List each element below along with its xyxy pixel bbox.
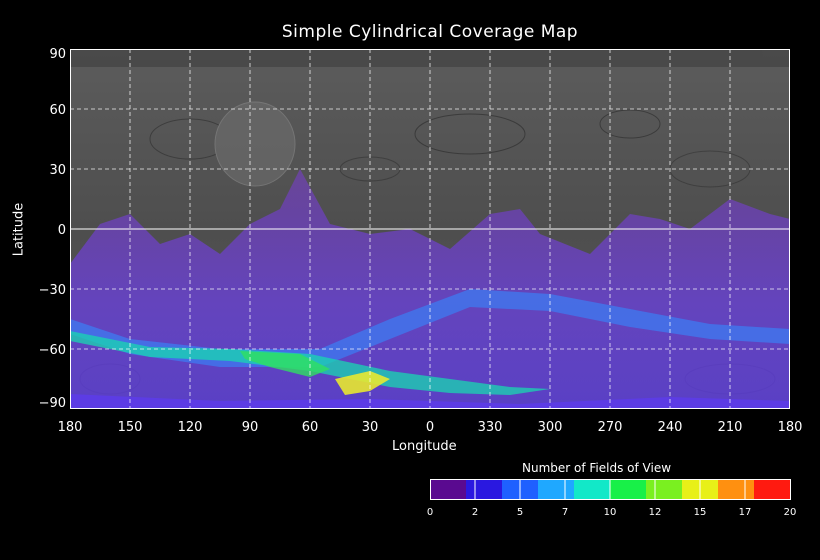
map-frame (70, 49, 790, 409)
longitude-tick: 270 (597, 420, 623, 435)
colorbar-tick: 7 (561, 507, 569, 518)
longitude-axis-label: Longitude (392, 439, 457, 454)
colorbar-tick: 10 (603, 507, 617, 518)
colorbar-segment (574, 479, 611, 500)
colorbar-tick: 0 (426, 507, 434, 518)
longitude-tick: 30 (361, 420, 379, 435)
colorbar-segment (430, 479, 467, 500)
colorbar-segment (466, 479, 503, 500)
map-title: Simple Cylindrical Coverage Map (281, 22, 579, 42)
colorbar-tick: 15 (693, 507, 707, 518)
colorbar-segment (538, 479, 575, 500)
latitude-tick: −30 (38, 283, 66, 298)
longitude-tick: 180 (777, 420, 803, 435)
colorbar-segment (646, 479, 683, 500)
colorbar-tick: 5 (516, 507, 524, 518)
latitude-tick: 0 (57, 223, 66, 238)
colorbar-segment (754, 479, 791, 500)
longitude-tick: 180 (57, 420, 83, 435)
colorbar-title: Number of Fields of View (522, 461, 672, 475)
latitude-axis-label: Latitude (11, 202, 27, 257)
colorbar-frame (430, 479, 791, 500)
colorbar-segment (610, 479, 647, 500)
longitude-tick: 0 (425, 420, 435, 435)
longitude-tick: 210 (717, 420, 743, 435)
latitude-tick: −90 (38, 396, 66, 411)
map-grid (70, 49, 790, 409)
latitude-tick: 60 (49, 103, 66, 118)
colorbar-tick: 20 (783, 507, 797, 518)
longitude-tick: 60 (301, 420, 319, 435)
colorbar-tick: 17 (738, 507, 752, 518)
colorbar-tick: 2 (471, 507, 479, 518)
latitude-tick: 30 (49, 163, 66, 178)
longitude-tick: 150 (117, 420, 143, 435)
longitude-tick: 90 (241, 420, 259, 435)
colorbar-tick: 12 (648, 507, 662, 518)
colorbar (430, 479, 791, 500)
coverage-hotspot-yellow (335, 371, 390, 395)
latitude-tick: 90 (49, 47, 66, 62)
longitude-tick: 330 (477, 420, 503, 435)
longitude-tick: 240 (657, 420, 683, 435)
colorbar-segment (718, 479, 755, 500)
longitude-tick: 300 (537, 420, 563, 435)
latitude-tick: −60 (38, 343, 66, 358)
longitude-tick: 120 (177, 420, 203, 435)
coverage-map (70, 49, 790, 409)
coverage-band-green (240, 351, 330, 377)
